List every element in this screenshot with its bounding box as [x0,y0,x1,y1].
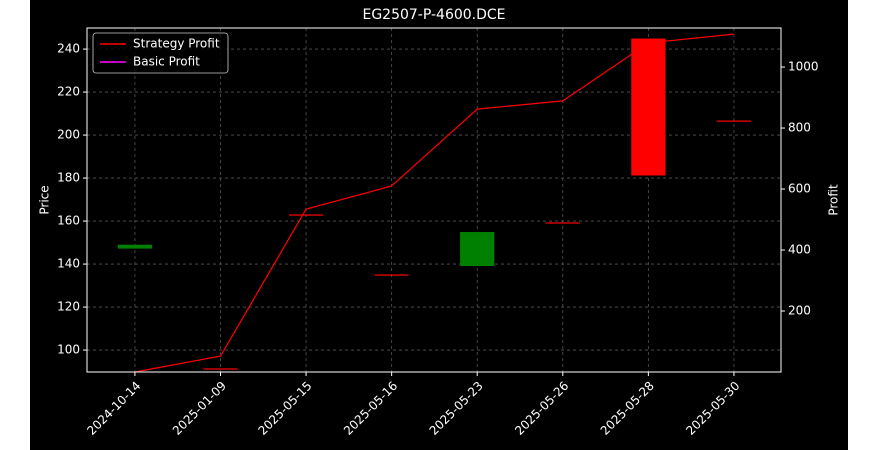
candle-body [545,222,580,224]
figure-background [30,0,848,450]
y-tick-label: 240 [57,42,80,56]
legend-label: Basic Profit [133,55,200,69]
chart-title: EG2507-P-4600.DCE [362,7,505,23]
legend-label: Strategy Profit [133,37,220,51]
plot-frame [86,27,782,373]
y2-tick-label: 1000 [788,60,819,74]
candle-body [631,38,666,176]
y2-tick-label: 200 [788,304,811,318]
y-tick-label: 220 [57,85,80,99]
y2-tick-label: 400 [788,243,811,257]
y2-axis-label: Profit [827,184,841,216]
y-tick-label: 140 [57,257,80,271]
legend-box [92,32,229,74]
y-tick-label: 160 [57,214,80,228]
y2-tick-label: 600 [788,182,811,196]
y-axis-label: Price [38,185,52,214]
profit-line [134,33,734,373]
candle-body [288,214,324,216]
y2-tick-label: 800 [788,121,811,135]
candle-body [374,274,409,276]
y-tick-label: 180 [57,171,80,185]
candle-body [203,368,238,370]
y-tick-label: 120 [57,300,80,314]
y-tick-label: 200 [57,128,80,142]
candle-body [460,232,495,267]
y-tick-label: 100 [57,343,80,357]
candle-body [117,244,153,249]
candle-body [716,120,752,122]
